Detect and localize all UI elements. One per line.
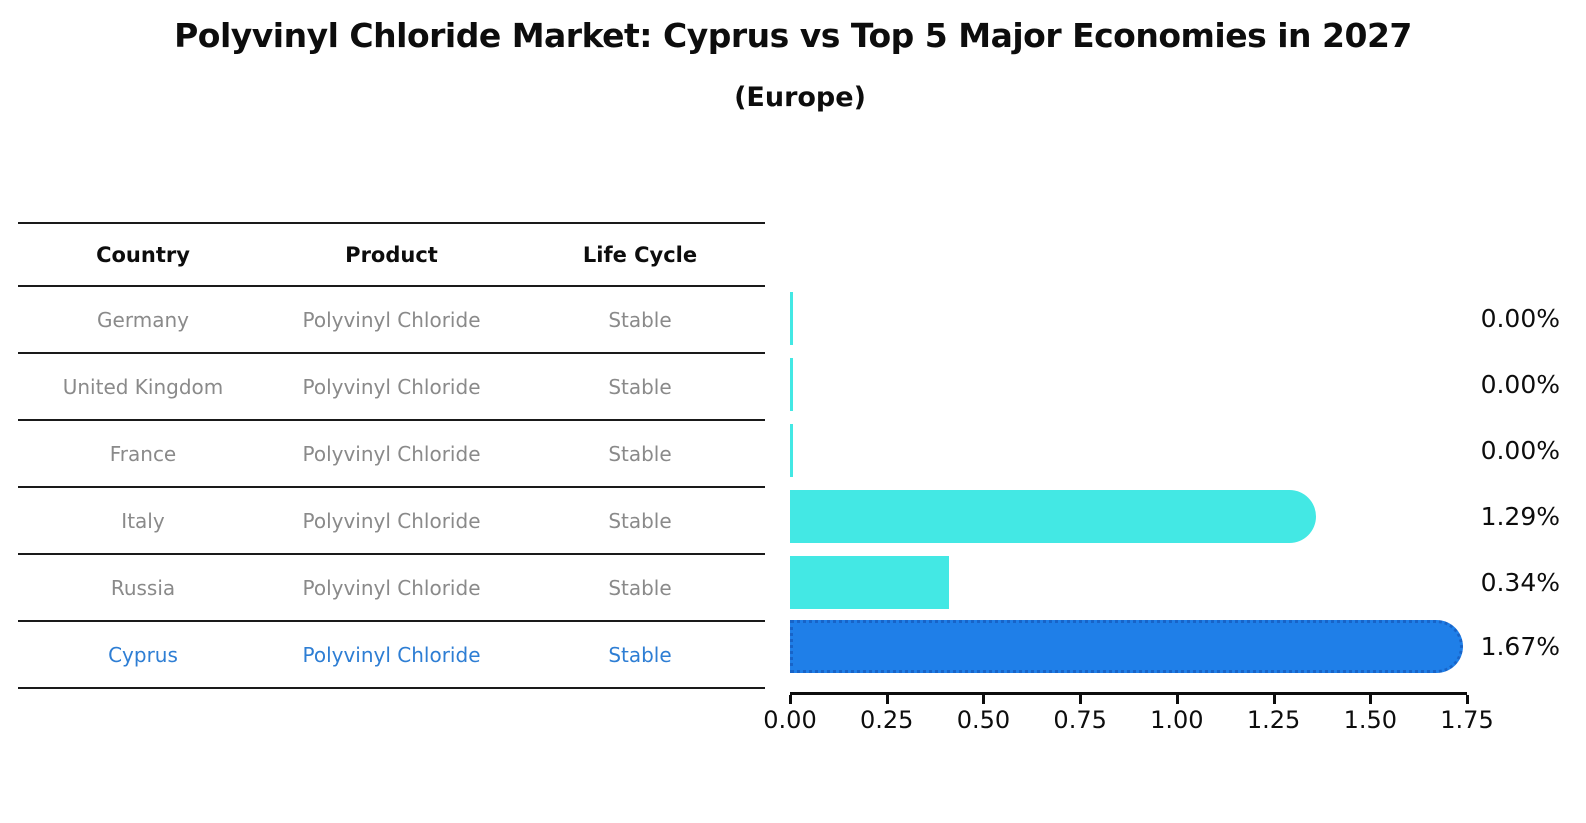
x-tick-mark bbox=[1079, 695, 1083, 704]
value-label-russia: 0.34% bbox=[1480, 567, 1560, 597]
x-tick-label: 1.75 bbox=[1440, 706, 1494, 734]
chart-subtitle: (Europe) bbox=[734, 82, 866, 113]
table-header-row-cell-1: Product bbox=[345, 242, 438, 267]
table-row-united-kingdom-cell-0: United Kingdom bbox=[62, 374, 224, 399]
table-row-germany-cell-2: Stable bbox=[608, 307, 672, 332]
table-rule bbox=[18, 419, 765, 421]
table-row-germany: Germany Polyvinyl Chloride Stable bbox=[18, 287, 765, 352]
table-row-russia-cell-0: Russia bbox=[110, 575, 176, 600]
chart-title: Polyvinyl Chloride Market: Cyprus vs Top… bbox=[174, 16, 1412, 55]
table-row-germany-cell-0: Germany bbox=[97, 307, 189, 332]
table-row-united-kingdom-cell-1: Polyvinyl Chloride bbox=[302, 374, 481, 399]
x-tick-mark bbox=[1369, 695, 1373, 704]
table-row-france-cell-0: France bbox=[109, 441, 177, 466]
x-tick-label: 1.00 bbox=[1150, 706, 1204, 734]
value-label-italy: 1.29% bbox=[1480, 501, 1560, 531]
x-tick-mark bbox=[885, 695, 889, 704]
x-tick-mark bbox=[789, 695, 792, 704]
table-row-italy-cell-2: Stable bbox=[608, 508, 672, 533]
table-row-cyprus-cell-2: Stable bbox=[608, 642, 672, 667]
x-tick-label: 0.00 bbox=[763, 706, 817, 734]
table-row-france-cell-1: Polyvinyl Chloride bbox=[302, 441, 481, 466]
x-tick-mark bbox=[1175, 695, 1179, 704]
bar-germany bbox=[790, 292, 793, 345]
value-label-cyprus: 1.67% bbox=[1480, 631, 1560, 661]
table-row-france: France Polyvinyl Chloride Stable bbox=[18, 421, 765, 486]
table-header-row-cell-2: Life Cycle bbox=[582, 242, 698, 267]
table-row-russia-cell-1: Polyvinyl Chloride bbox=[302, 575, 481, 600]
table-rule bbox=[18, 352, 765, 354]
table-row-italy-cell-0: Italy bbox=[121, 508, 165, 533]
table-row-russia: Russia Polyvinyl Chloride Stable bbox=[18, 555, 765, 620]
x-tick-mark bbox=[1466, 695, 1469, 704]
bar-united-kingdom bbox=[790, 358, 793, 411]
table-row-united-kingdom: United Kingdom Polyvinyl Chloride Stable bbox=[18, 354, 765, 419]
table-rule bbox=[18, 222, 765, 224]
bar-italy bbox=[790, 490, 1317, 543]
table-row-italy: Italy Polyvinyl Chloride Stable bbox=[18, 488, 765, 553]
table-rule bbox=[18, 486, 765, 488]
table-rule bbox=[18, 285, 765, 287]
table-rule bbox=[18, 553, 765, 555]
value-label-germany: 0.00% bbox=[1480, 303, 1560, 333]
bar-russia bbox=[790, 556, 949, 609]
table-row-united-kingdom-cell-2: Stable bbox=[608, 374, 672, 399]
x-tick-label: 1.25 bbox=[1246, 706, 1301, 734]
table-rule bbox=[18, 620, 765, 622]
table-header-row: Country Product Life Cycle bbox=[18, 224, 765, 285]
x-tick-label: 0.75 bbox=[1053, 706, 1107, 734]
bar-cyprus bbox=[790, 620, 1464, 673]
x-tick-label: 0.50 bbox=[956, 706, 1011, 734]
table-row-cyprus-cell-0: Cyprus bbox=[108, 642, 178, 667]
bar-france bbox=[790, 424, 793, 477]
value-label-france: 0.00% bbox=[1480, 435, 1560, 465]
table-row-italy-cell-1: Polyvinyl Chloride bbox=[302, 508, 481, 533]
table-row-cyprus-cell-1: Polyvinyl Chloride bbox=[302, 642, 481, 667]
table-rule bbox=[18, 687, 765, 689]
x-tick-label: 1.50 bbox=[1343, 706, 1397, 734]
value-label-united-kingdom: 0.00% bbox=[1480, 369, 1560, 399]
table-row-russia-cell-2: Stable bbox=[608, 575, 672, 600]
table-row-france-cell-2: Stable bbox=[608, 441, 672, 466]
x-axis-line bbox=[790, 692, 1467, 695]
table-header-row-cell-0: Country bbox=[96, 242, 190, 267]
x-tick-label: 0.25 bbox=[859, 706, 914, 734]
table-row-germany-cell-1: Polyvinyl Chloride bbox=[302, 307, 481, 332]
x-tick-mark bbox=[1272, 695, 1276, 704]
table-row-cyprus: Cyprus Polyvinyl Chloride Stable bbox=[18, 622, 765, 687]
x-tick-mark bbox=[982, 695, 986, 704]
